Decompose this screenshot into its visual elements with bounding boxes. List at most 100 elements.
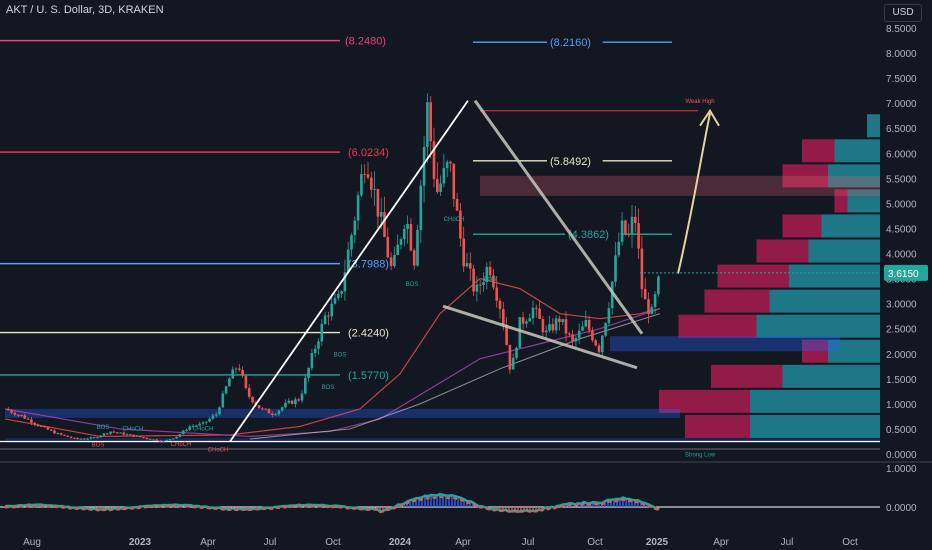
candle-body <box>59 433 63 435</box>
candle-body <box>152 439 155 441</box>
histogram-bar <box>538 507 540 511</box>
currency-button[interactable]: USD <box>884 4 922 22</box>
candle-body <box>538 308 541 319</box>
volume-profile-bar <box>802 139 835 163</box>
last-price-badge <box>884 264 928 281</box>
candle-body <box>218 407 221 415</box>
candle-body <box>465 263 469 267</box>
candle-body <box>284 402 287 408</box>
candle-body <box>261 408 264 410</box>
level-label-bg <box>342 32 398 48</box>
candle-body <box>429 102 432 142</box>
candle-body <box>343 272 347 292</box>
candle-body <box>234 368 238 370</box>
candle-body <box>541 318 545 333</box>
y-tick-label: 2.5000 <box>886 325 917 336</box>
candle-body <box>238 368 241 370</box>
y-tick-label: 7.0000 <box>886 99 917 110</box>
candle-body <box>327 315 330 317</box>
level-label-bg <box>345 144 401 160</box>
candle-body <box>13 412 17 415</box>
level-label: (6.0234) <box>348 147 389 159</box>
candle-body <box>53 430 56 434</box>
histogram-bar <box>640 501 642 507</box>
y-tick-label: 5.0000 <box>886 199 917 210</box>
candle-body <box>264 408 267 410</box>
histogram-bar <box>628 497 630 507</box>
level-label-bg <box>345 366 401 382</box>
candle-body <box>396 244 399 256</box>
histogram-bar <box>418 497 420 507</box>
level-label-bg <box>565 226 621 242</box>
histogram-bar <box>634 499 636 507</box>
candle-body <box>594 340 597 346</box>
candle-body <box>535 307 538 309</box>
price-level: (3.7988) <box>0 255 401 271</box>
histogram-bar <box>469 500 471 507</box>
candle-body <box>604 323 607 336</box>
candle-body <box>459 210 462 239</box>
chart-annotation: CHoCH <box>123 426 144 432</box>
chart-annotation: BOS <box>92 442 105 448</box>
chart-annotation: CHoCH <box>208 447 229 453</box>
volume-profile-bar <box>711 364 783 388</box>
candle-body <box>148 438 152 440</box>
candle-body <box>175 436 178 439</box>
chart-annotation: BOS <box>406 282 419 288</box>
candle-body <box>647 299 650 314</box>
candle-body <box>376 188 380 217</box>
histogram-bar <box>448 494 450 507</box>
histogram-bar <box>592 501 594 507</box>
candle-body <box>99 435 102 438</box>
candle-body <box>267 409 271 414</box>
histogram-bar <box>520 507 522 512</box>
candle-body <box>393 255 396 267</box>
volume-profile-bar <box>802 339 828 363</box>
candle-body <box>224 386 228 394</box>
candle-body <box>462 238 465 267</box>
volume-profile-bar <box>659 389 750 413</box>
candle-body <box>340 291 343 294</box>
candle-body <box>46 427 50 430</box>
y-tick-label: 6.0000 <box>886 149 917 160</box>
candle-body <box>445 161 449 169</box>
candle-body <box>620 220 624 242</box>
oscillator-signal-line <box>4 492 660 514</box>
histogram-bar <box>622 496 624 507</box>
candle-body <box>135 435 139 437</box>
histogram-bar <box>511 507 513 512</box>
y-tick-label: 2.0000 <box>886 350 917 361</box>
y-tick-label: 1.0000 <box>886 400 917 411</box>
candle-body <box>601 335 604 353</box>
candle-body <box>241 369 244 376</box>
candle-body <box>73 437 76 439</box>
candle-body <box>188 426 192 430</box>
price-level: (1.5770) <box>0 366 401 382</box>
candle-body <box>469 263 472 269</box>
x-tick-label: 2025 <box>646 537 669 548</box>
y-tick-label: 8.5000 <box>886 24 917 35</box>
candle-body <box>472 268 475 292</box>
candle-body <box>521 317 525 324</box>
candle-body <box>132 434 135 437</box>
histogram-bar <box>427 494 429 507</box>
candle-body <box>571 334 574 342</box>
candle-body <box>389 257 393 267</box>
candle-body <box>86 438 89 440</box>
price-level: (8.2160) <box>473 34 672 50</box>
x-tick-label: Apr <box>713 537 729 548</box>
candle-body <box>419 185 423 230</box>
chart-title: AKT / U. S. Dollar, 3D, KRAKEN <box>6 4 164 16</box>
x-tick-label: Apr <box>200 537 216 548</box>
histogram-bar <box>409 499 411 507</box>
candle-body <box>139 435 142 438</box>
level-label: (5.8492) <box>550 156 591 168</box>
candle-body <box>294 399 297 404</box>
candle-body <box>360 173 363 196</box>
histogram-bar <box>433 494 435 507</box>
histogram-bar <box>463 498 465 507</box>
histogram-bar <box>631 498 633 507</box>
histogram-bar <box>454 494 456 507</box>
candles <box>7 93 660 443</box>
